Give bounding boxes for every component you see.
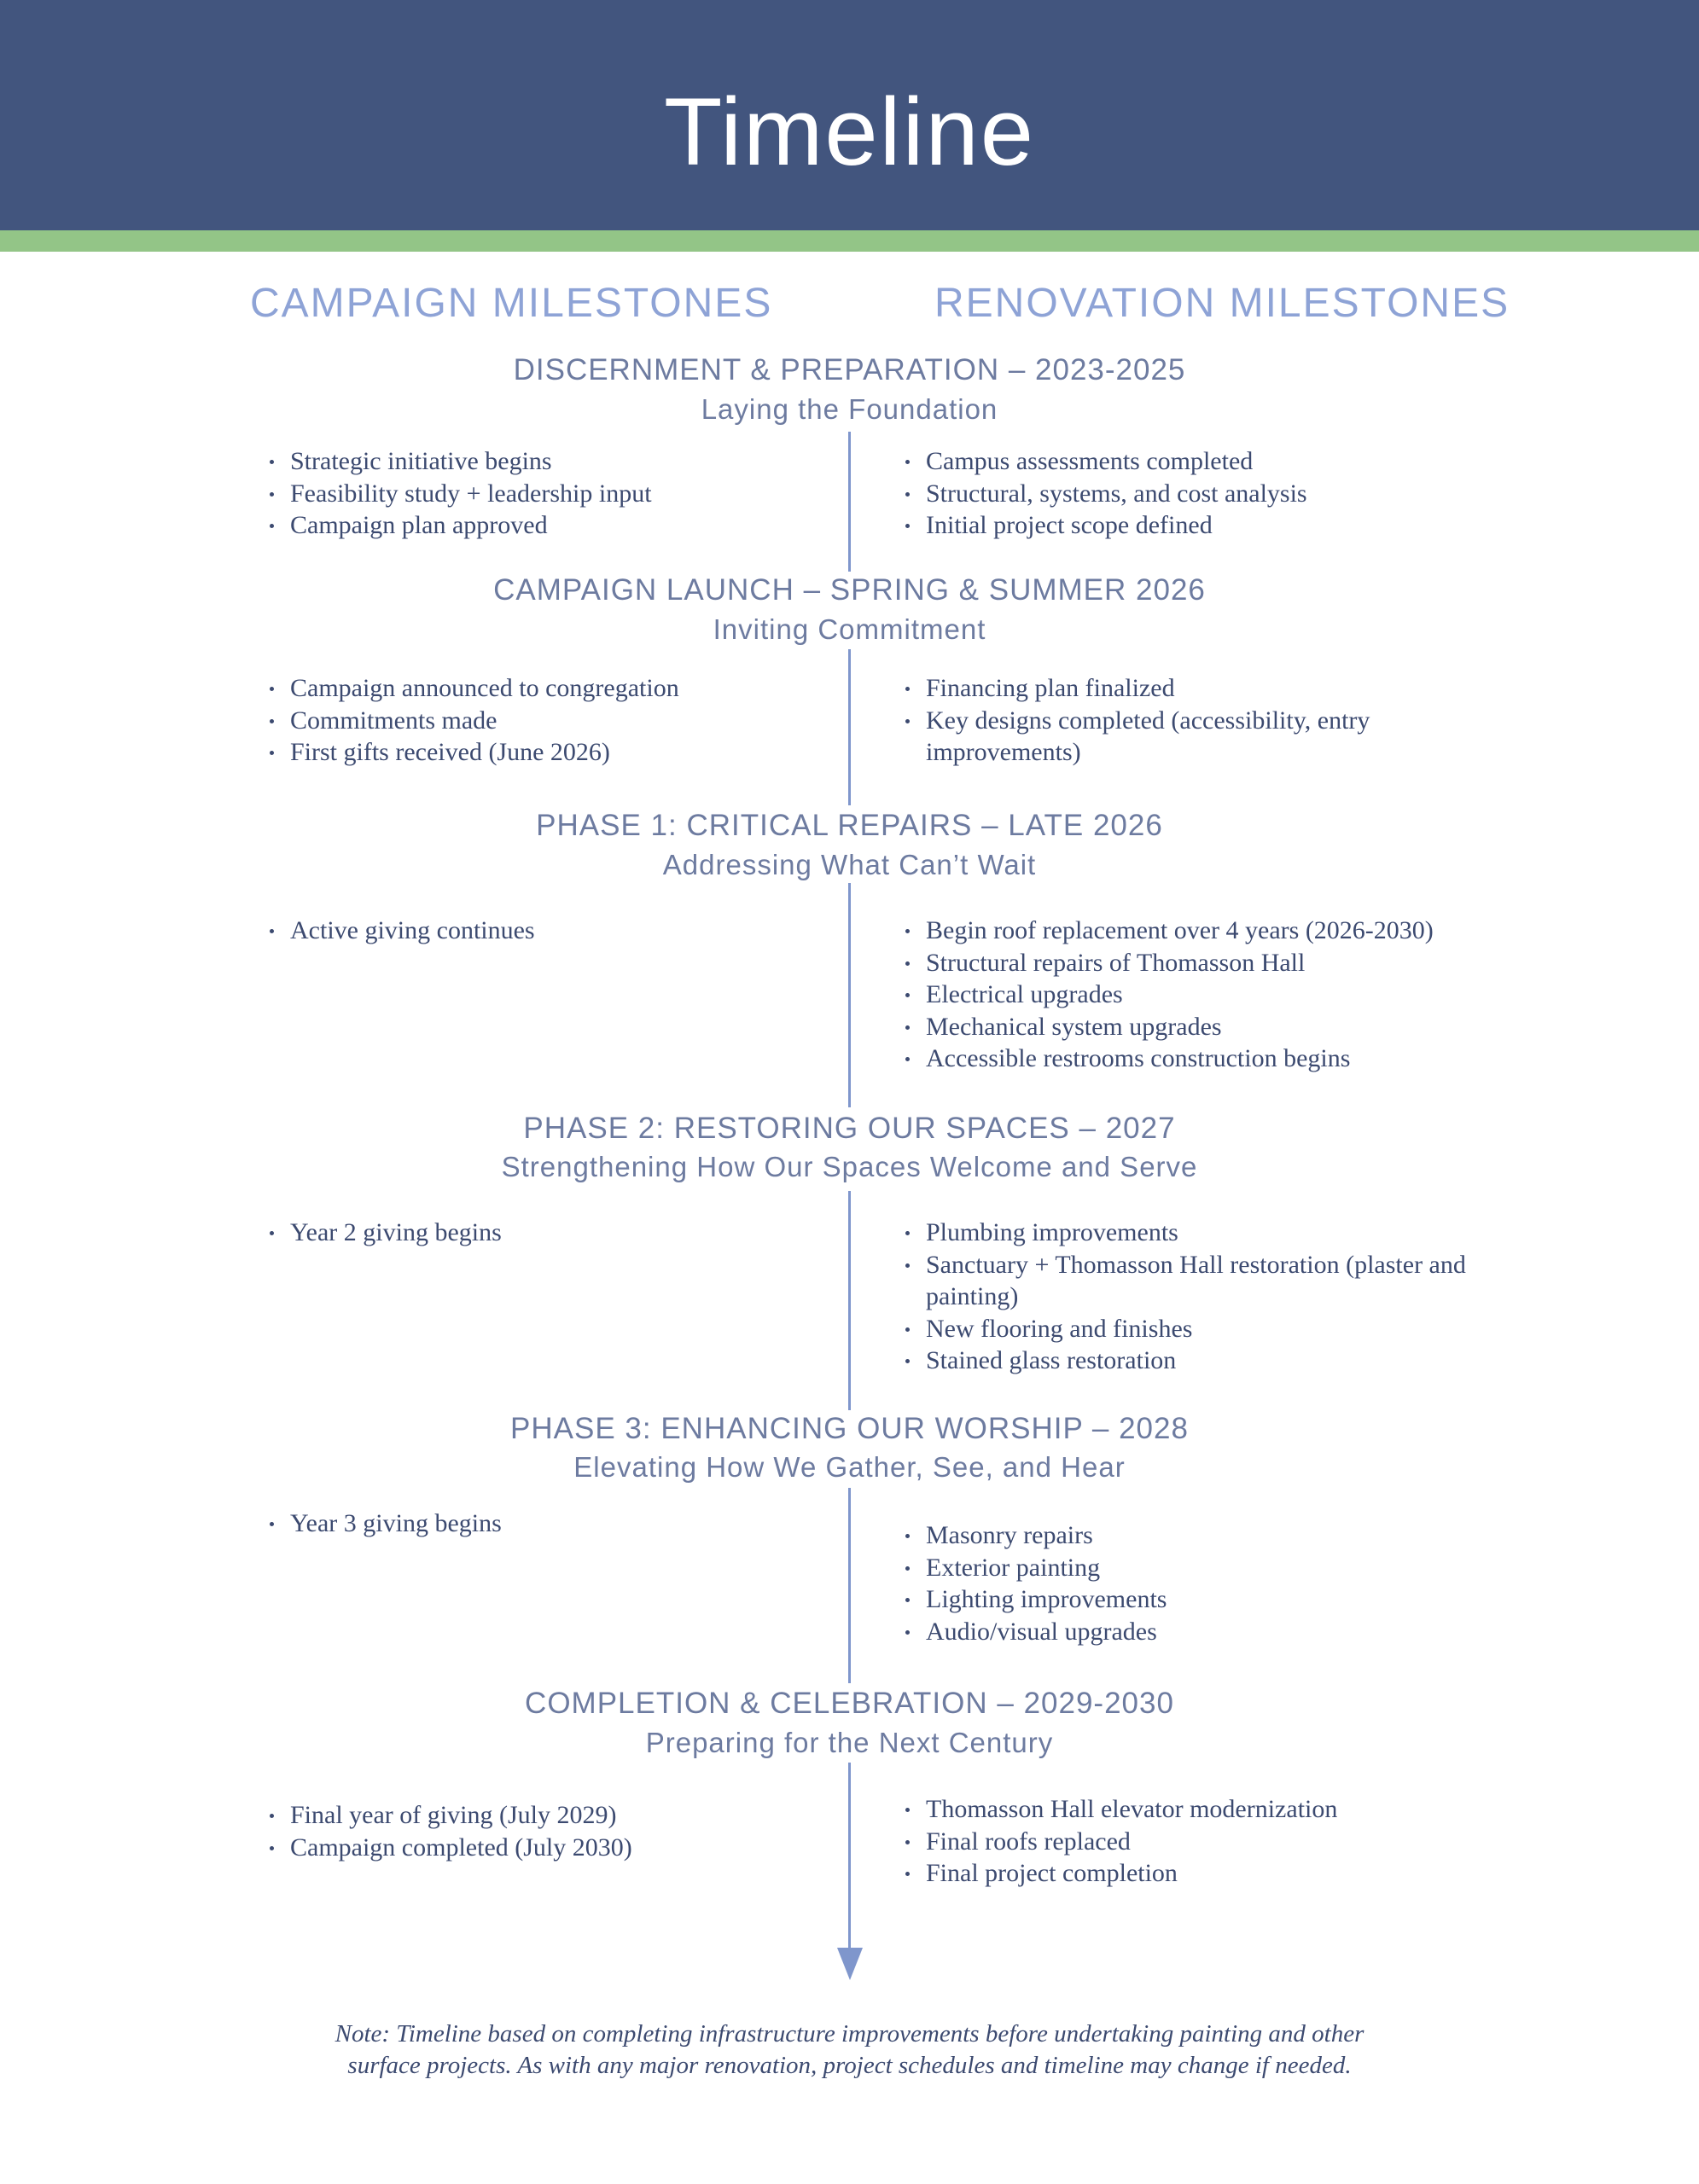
- campaign-milestone: Feasibility study + leadership input: [270, 478, 816, 510]
- renovation-milestone: Initial project scope defined: [905, 509, 1486, 542]
- phase-title: CAMPAIGN LAUNCH – SPRING & SUMMER 2026: [493, 573, 1206, 607]
- campaign-milestone-list: Campaign announced to congregation Commit…: [270, 672, 816, 769]
- phase-subtitle: Addressing What Can’t Wait: [662, 849, 1037, 880]
- renovation-milestone: Exterior painting: [905, 1552, 1486, 1584]
- renovation-milestone: Key designs completed (accessibility, en…: [905, 705, 1486, 769]
- renovation-milestone: Masonry repairs: [905, 1519, 1486, 1552]
- campaign-milestones-heading: CAMPAIGN MILESTONES: [250, 281, 773, 326]
- phase-subtitle: Elevating How We Gather, See, and Hear: [573, 1451, 1126, 1483]
- campaign-milestone: Commitments made: [270, 705, 816, 737]
- renovation-milestone: Campus assessments completed: [905, 445, 1486, 478]
- phase-subtitle: Preparing for the Next Century: [645, 1727, 1054, 1758]
- campaign-milestone-list: Strategic initiative begins Feasibility s…: [270, 445, 816, 542]
- renovation-milestone: Lighting improvements: [905, 1583, 1486, 1616]
- timeline-line: [848, 649, 851, 805]
- campaign-milestone: Strategic initiative begins: [270, 445, 816, 478]
- renovation-milestone: Financing plan finalized: [905, 672, 1486, 705]
- phase-title: COMPLETION & CELEBRATION – 2029-2030: [525, 1687, 1174, 1720]
- renovation-milestones-heading: RENOVATION MILESTONES: [934, 281, 1510, 326]
- campaign-milestone: Final year of giving (July 2029): [270, 1799, 816, 1832]
- timeline-arrow-icon: [837, 1948, 863, 1980]
- header-banner: [0, 0, 1699, 230]
- renovation-milestone: Final roofs replaced: [905, 1826, 1486, 1858]
- phase-title: DISCERNMENT & PREPARATION – 2023-2025: [513, 353, 1186, 386]
- phase-subtitle: Strengthening How Our Spaces Welcome and…: [501, 1151, 1198, 1182]
- renovation-milestone-list: Masonry repairs Exterior painting Lighting…: [905, 1519, 1486, 1647]
- campaign-milestone-list: Year 3 giving begins: [270, 1507, 816, 1540]
- renovation-milestone-list: Campus assessments completed Structural, …: [905, 445, 1486, 542]
- campaign-milestone-list: Final year of giving (July 2029) Campaign…: [270, 1799, 816, 1863]
- timeline-line: [848, 1763, 851, 1954]
- renovation-milestone-list: Thomasson Hall elevator modernization Fin…: [905, 1793, 1486, 1890]
- renovation-milestone: Audio/visual upgrades: [905, 1616, 1486, 1648]
- timeline-line: [848, 432, 851, 572]
- phase-title: PHASE 3: ENHANCING OUR WORSHIP – 2028: [510, 1412, 1189, 1445]
- accent-band: [0, 230, 1699, 252]
- renovation-milestone-list: Financing plan finalized Key designs comp…: [905, 672, 1486, 769]
- renovation-milestone-list: Plumbing improvements Sanctuary + Thomass…: [905, 1217, 1486, 1377]
- campaign-milestone: Campaign plan approved: [270, 509, 816, 542]
- renovation-milestone: Thomasson Hall elevator modernization: [905, 1793, 1486, 1826]
- campaign-milestone: Campaign announced to congregation: [270, 672, 816, 705]
- renovation-milestone: Mechanical system upgrades: [905, 1011, 1486, 1043]
- campaign-milestone: Year 3 giving begins: [270, 1507, 816, 1540]
- renovation-milestone: New flooring and finishes: [905, 1313, 1486, 1345]
- phase-subtitle: Laying the Foundation: [701, 393, 998, 425]
- renovation-milestone: Begin roof replacement over 4 years (202…: [905, 915, 1486, 947]
- renovation-milestone: Stained glass restoration: [905, 1345, 1486, 1377]
- renovation-milestone: Accessible restrooms construction begins: [905, 1043, 1486, 1075]
- timeline-note: Note: Timeline based on completing infra…: [335, 2020, 1364, 2079]
- renovation-milestone: Electrical upgrades: [905, 979, 1486, 1011]
- campaign-milestone: First gifts received (June 2026): [270, 736, 816, 769]
- renovation-milestone: Structural, systems, and cost analysis: [905, 478, 1486, 510]
- renovation-milestone: Plumbing improvements: [905, 1217, 1486, 1249]
- campaign-milestone-list: Active giving continues: [270, 915, 816, 947]
- campaign-milestone: Year 2 giving begins: [270, 1217, 816, 1249]
- renovation-milestone: Structural repairs of Thomasson Hall: [905, 947, 1486, 979]
- timeline-line: [848, 1488, 851, 1683]
- timeline-line: [848, 883, 851, 1107]
- campaign-milestone-list: Year 2 giving begins: [270, 1217, 816, 1249]
- timeline-line: [848, 1191, 851, 1410]
- page-title: Timeline: [663, 78, 1036, 185]
- renovation-milestone: Final project completion: [905, 1857, 1486, 1890]
- campaign-milestone: Active giving continues: [270, 915, 816, 947]
- phase-subtitle: Inviting Commitment: [713, 613, 986, 645]
- phase-title: PHASE 1: CRITICAL REPAIRS – LATE 2026: [536, 809, 1163, 842]
- campaign-milestone: Campaign completed (July 2030): [270, 1832, 816, 1864]
- renovation-milestone-list: Begin roof replacement over 4 years (202…: [905, 915, 1486, 1075]
- phase-title: PHASE 2: RESTORING OUR SPACES – 2027: [523, 1112, 1176, 1145]
- renovation-milestone: Sanctuary + Thomasson Hall restoration (…: [905, 1249, 1486, 1313]
